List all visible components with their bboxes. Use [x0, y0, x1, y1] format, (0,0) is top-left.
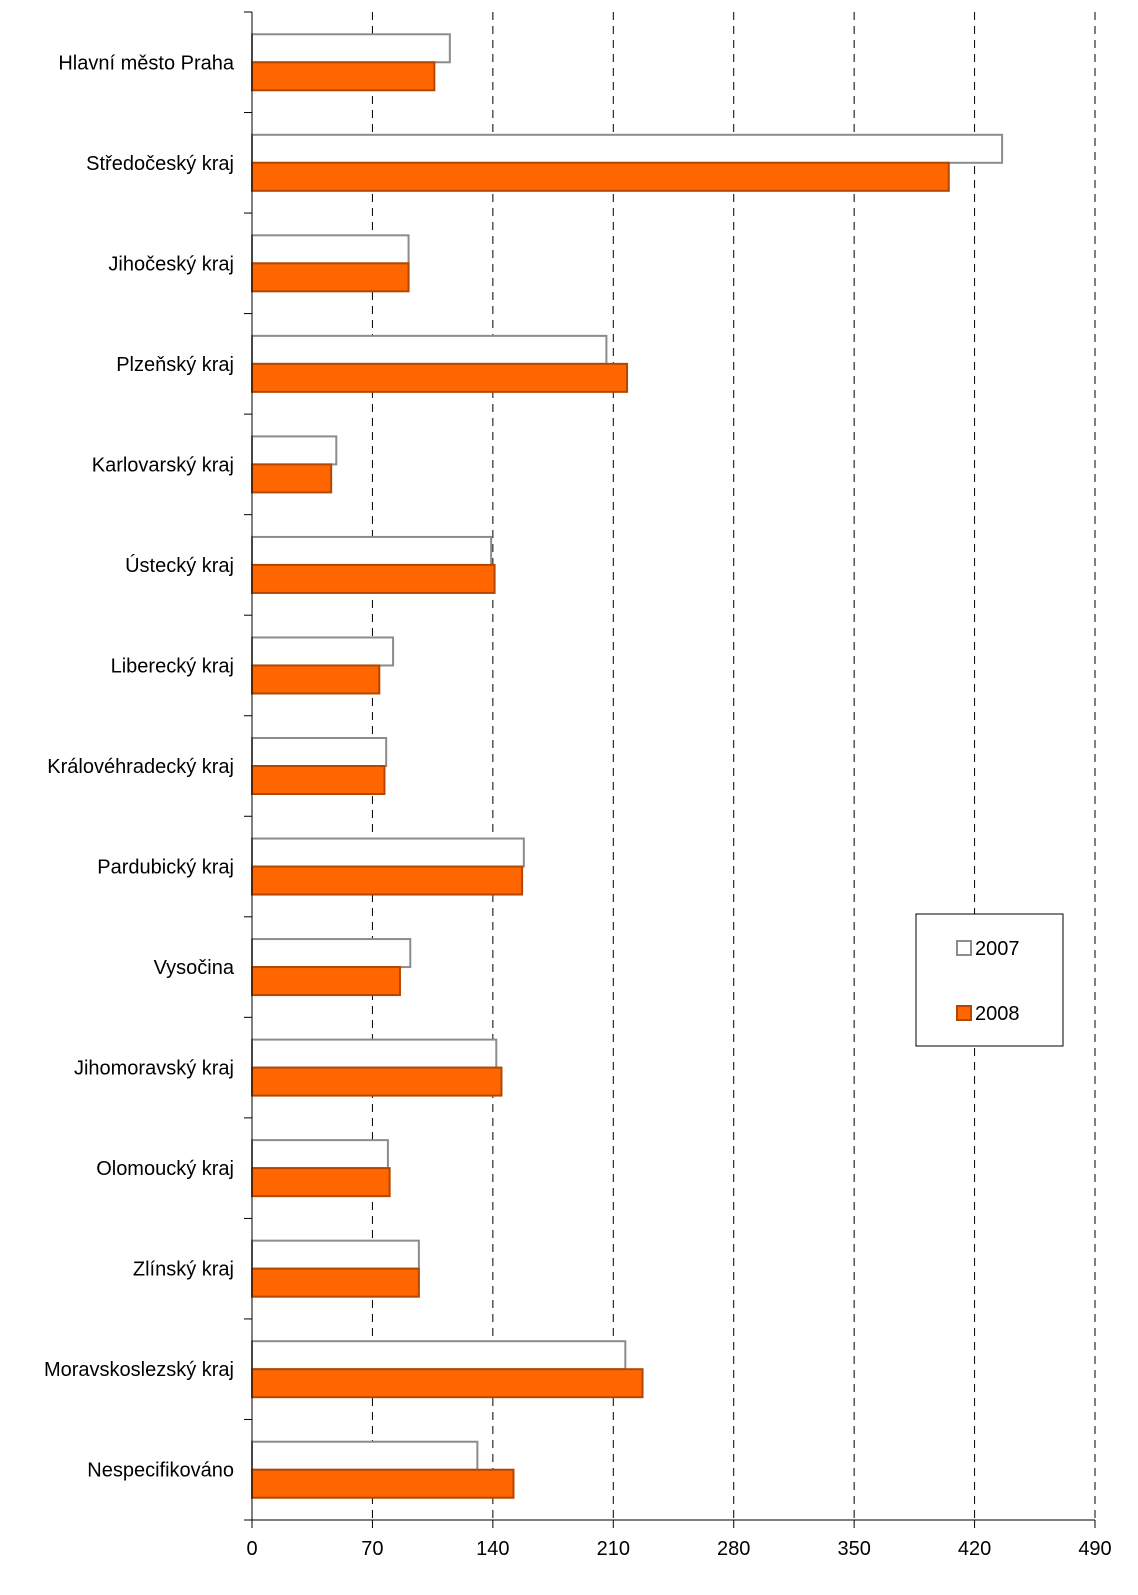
bar-2007-2	[251, 133, 1004, 164]
bar-2007-4	[251, 334, 608, 365]
category-label-12: Olomoucký kraj	[96, 1158, 234, 1180]
legend-label-2008: 2008	[975, 1003, 1020, 1025]
bar-2007-9	[251, 837, 525, 868]
legend: 2007 2008	[915, 913, 1064, 1047]
bar-2007-7	[251, 636, 395, 667]
bar-2008-14	[251, 1368, 644, 1399]
axes	[244, 11, 1096, 1528]
x-tick-label-210: 210	[597, 1538, 630, 1560]
bar-2007-11	[251, 1038, 498, 1069]
x-tick-label-280: 280	[717, 1538, 750, 1560]
category-label-5: Karlovarský kraj	[92, 454, 234, 476]
bar-2008-15	[251, 1468, 515, 1499]
bar-2007-1	[251, 33, 451, 64]
bar-2008-11	[251, 1066, 503, 1097]
category-label-2: Středočeský kraj	[86, 153, 234, 175]
category-label-8: Královéhradecký kraj	[47, 756, 234, 778]
category-label-7: Liberecký kraj	[111, 655, 234, 677]
bar-2008-9	[251, 865, 524, 896]
bar-2008-4	[251, 362, 629, 393]
bar-2007-14	[251, 1340, 627, 1371]
category-labels: Hlavní město Praha Středočeský kraj Jihoče…	[44, 52, 235, 1481]
category-label-13: Zlínský kraj	[133, 1259, 234, 1281]
bar-2007-15	[251, 1440, 479, 1471]
bar-2007-3	[251, 234, 410, 265]
bar-2007-13	[251, 1239, 420, 1270]
gridlines	[371, 12, 1096, 1520]
legend-swatch-2007	[956, 940, 972, 956]
bar-2008-1	[251, 61, 436, 92]
legend-label-2007: 2007	[975, 938, 1020, 960]
x-tick-label-420: 420	[958, 1538, 991, 1560]
x-tick-labels: 0 70 140 210 280 350 420 490	[246, 1538, 1111, 1560]
category-label-15: Nespecifikováno	[87, 1460, 234, 1482]
category-label-9: Pardubický kraj	[97, 857, 234, 879]
legend-swatch-2008	[956, 1005, 972, 1021]
bars	[251, 33, 1004, 1499]
bar-2007-8	[251, 737, 388, 767]
bar-2007-6	[251, 535, 493, 566]
category-label-4: Plzeňský kraj	[116, 354, 234, 376]
bar-2008-8	[251, 765, 386, 795]
bar-2007-5	[251, 435, 338, 466]
bar-2008-7	[251, 664, 381, 695]
x-tick-label-490: 490	[1078, 1538, 1111, 1560]
legend-box	[915, 913, 1064, 1047]
category-label-6: Ústecký kraj	[125, 554, 234, 577]
x-tick-label-140: 140	[476, 1538, 509, 1560]
x-tick-label-350: 350	[837, 1538, 870, 1560]
x-tick-label-0: 0	[246, 1538, 257, 1560]
category-label-10: Vysočina	[154, 957, 235, 979]
category-label-3: Jihočeský kraj	[108, 253, 234, 275]
bar-2008-12	[251, 1167, 391, 1198]
bar-2008-6	[251, 563, 496, 594]
bar-2008-13	[251, 1267, 420, 1298]
bar-2007-12	[251, 1139, 389, 1170]
bar-2008-3	[251, 262, 410, 293]
bar-2008-2	[251, 161, 950, 192]
bar-2008-5	[251, 463, 333, 494]
category-label-11: Jihomoravský kraj	[74, 1058, 234, 1080]
category-label-1: Hlavní město Praha	[58, 52, 235, 74]
category-label-14: Moravskoslezský kraj	[44, 1359, 234, 1381]
bar-2008-10	[251, 966, 401, 997]
bar-2007-10	[251, 938, 412, 969]
x-tick-label-70: 70	[361, 1538, 383, 1560]
